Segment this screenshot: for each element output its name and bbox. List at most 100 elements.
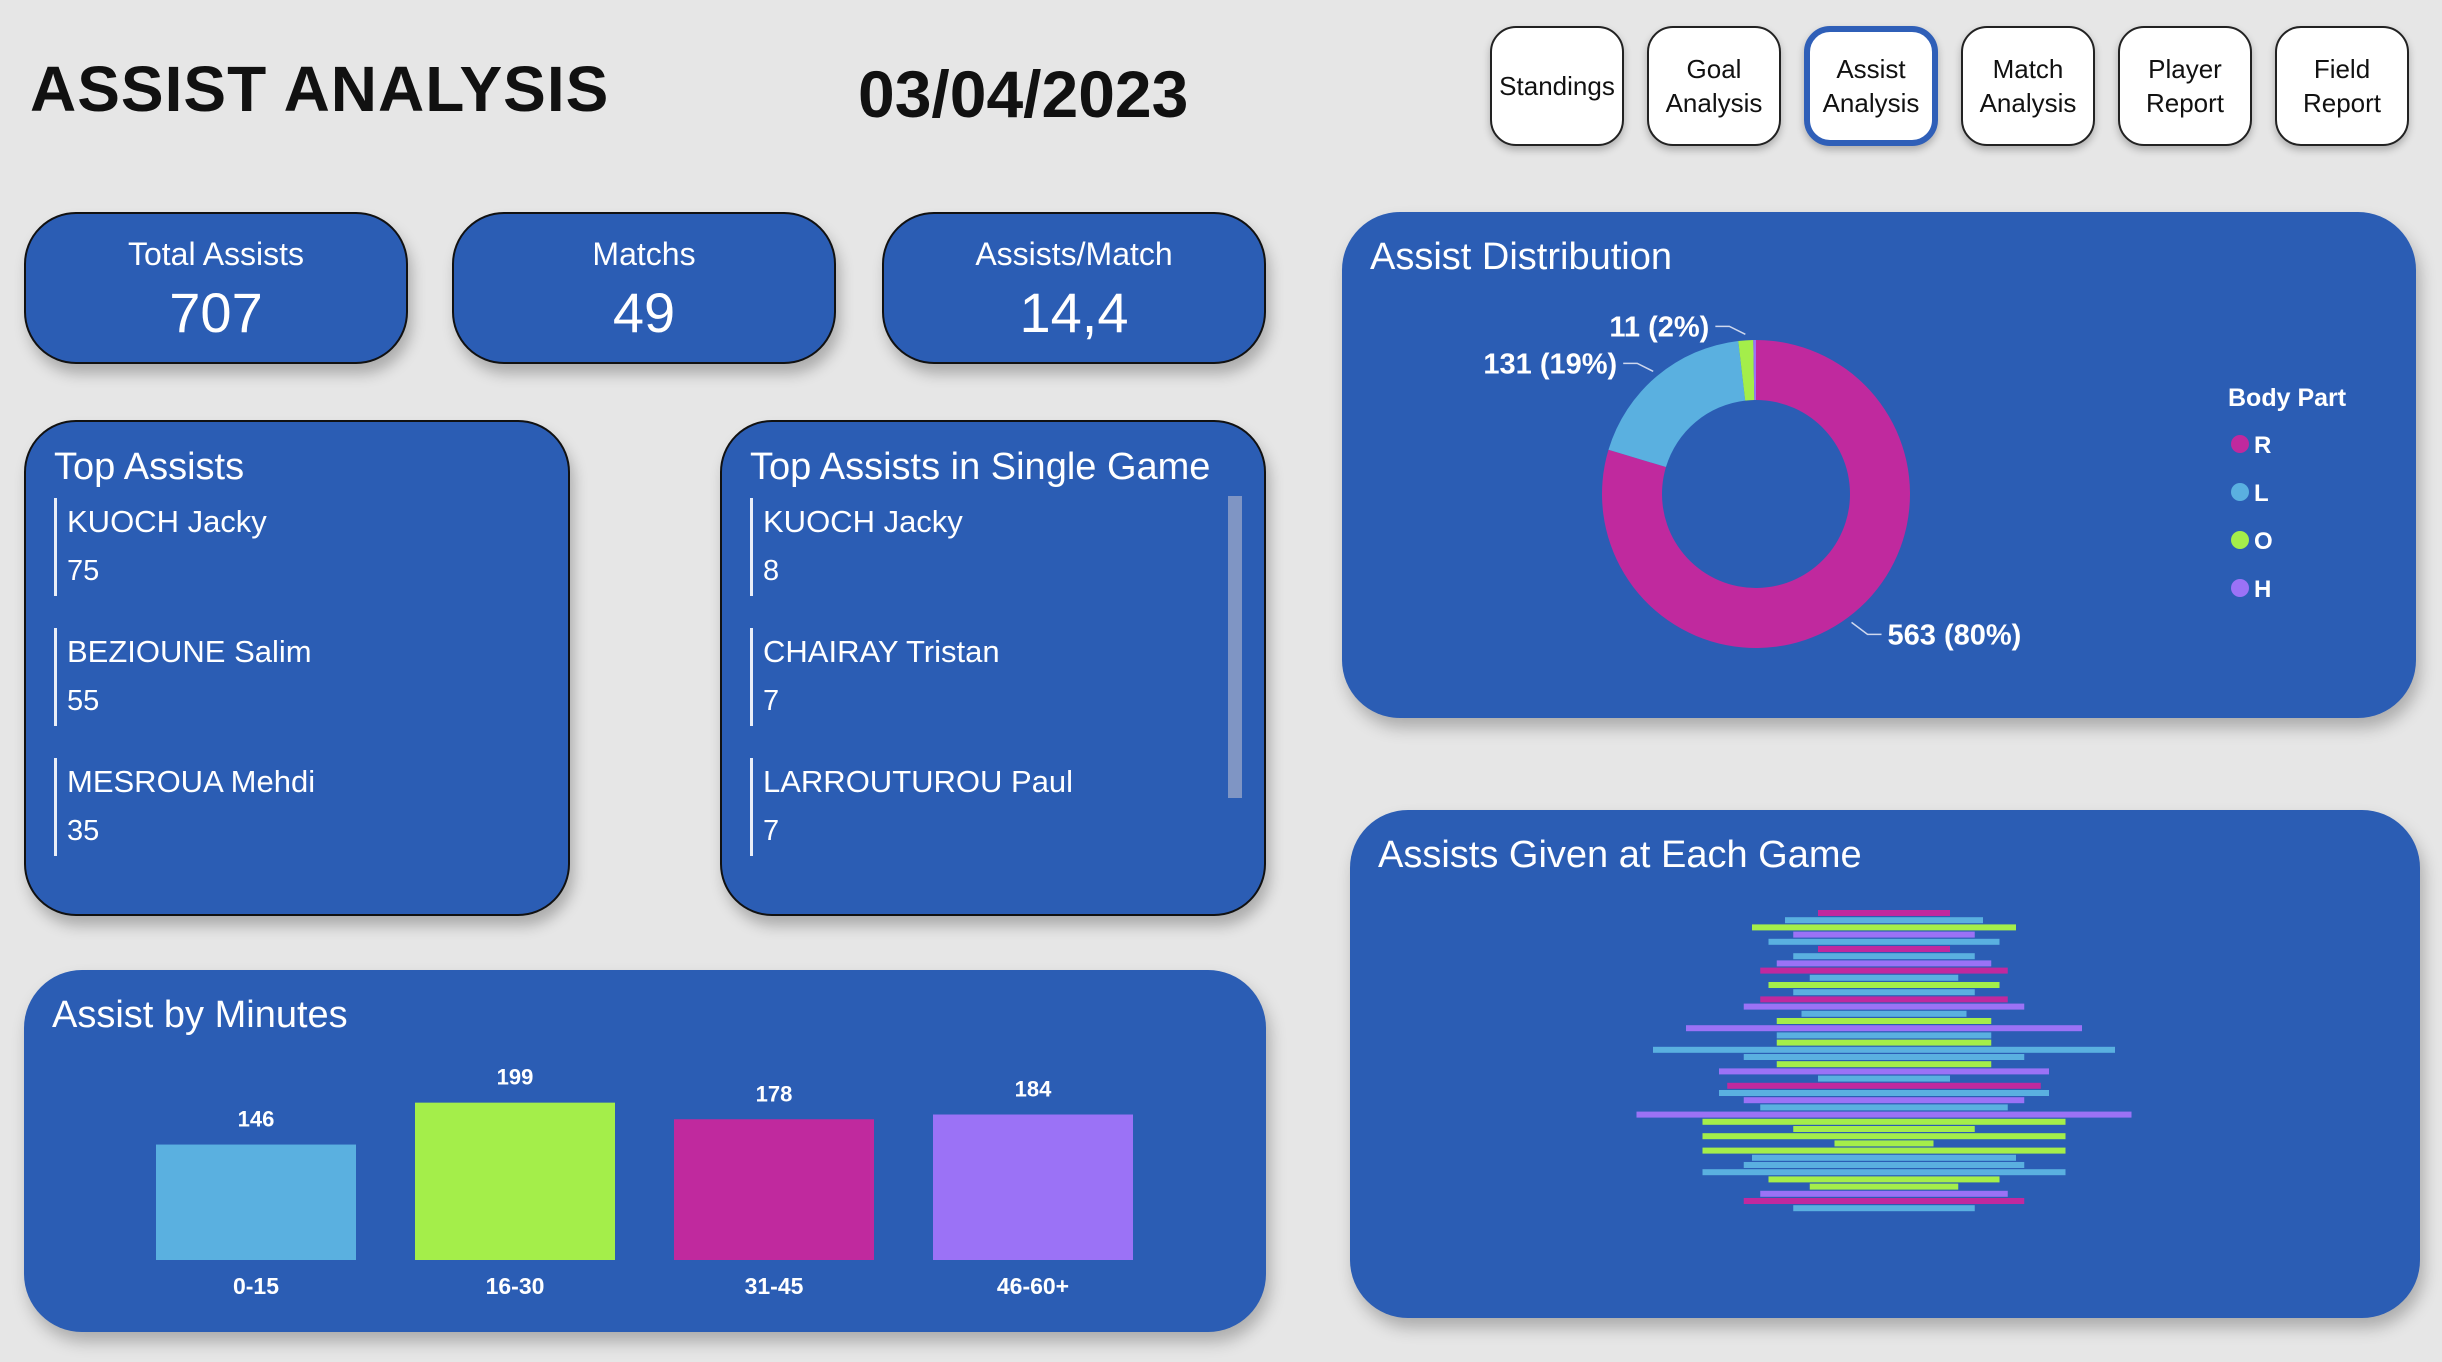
player-name: BEZIOUNE Salim (67, 634, 312, 669)
game-assist-bar (1686, 1025, 2082, 1032)
nav-goal-analysis-button[interactable]: Goal Analysis (1647, 26, 1781, 146)
bar-value-label: 199 (497, 1065, 534, 1090)
legend-marker-o (2231, 531, 2249, 549)
player-name: KUOCH Jacky (67, 504, 267, 539)
assist-distribution-panel: Assist Distribution 563 (80%) 131 (19%) 11… (1342, 212, 2416, 718)
game-assist-bar (1776, 1061, 1992, 1068)
game-assist-bar (1818, 946, 1950, 952)
panel-title: Assist Distribution (1370, 236, 1672, 278)
game-assist-bar (1760, 996, 2008, 1003)
slice-data-label: 11 (2%) (1609, 311, 1709, 343)
report-date: 03/04/2023 (858, 57, 1189, 131)
list-item: KUOCH Jacky 75 (54, 498, 267, 596)
player-name: LARROUTUROU Paul (763, 764, 1074, 799)
bar-category-label: 16-30 (486, 1273, 545, 1299)
nav-match-analysis-button[interactable]: Match Analysis (1961, 26, 2095, 146)
page-title: ASSIST ANALYSIS (30, 53, 610, 125)
game-assist-bar (1760, 967, 2008, 974)
donut-slice-h (1753, 340, 1756, 401)
game-assist-bar (1719, 1090, 2049, 1096)
game-assist-bar (1743, 1097, 2025, 1104)
kpi-value: 707 (169, 281, 263, 344)
game-assist-bar (1768, 1176, 2000, 1183)
list-item: LARROUTUROU Paul 7 (750, 758, 1073, 856)
kpi-label: Matchs (592, 236, 696, 272)
game-assist-bar (1834, 1140, 1934, 1147)
player-name: MESROUA Mehdi (67, 764, 316, 799)
panel-title: Top Assists in Single Game (750, 446, 1211, 488)
assists-per-game-chart (1636, 910, 2132, 1212)
legend-item-label: R (2254, 432, 2271, 459)
nav-assist-analysis-button[interactable]: Assist Analysis (1804, 26, 1938, 146)
game-assist-bar (1785, 917, 1983, 924)
game-assist-bar (1760, 1104, 2008, 1111)
kpi-value: 14,4 (1019, 281, 1129, 344)
game-assist-bar (1793, 1205, 1975, 1212)
game-assist-bar (1702, 1118, 2066, 1125)
game-assist-bar (1702, 1169, 2066, 1176)
top-single-game-panel: Top Assists in Single Game KUOCH Jacky 8… (720, 420, 1266, 916)
game-assist-bar (1776, 1018, 1992, 1024)
game-assist-bar (1801, 1010, 1967, 1017)
legend-marker-h (2231, 579, 2249, 597)
donut-slice-r (1602, 340, 1910, 648)
bar-category-label: 46-60+ (997, 1273, 1069, 1299)
assist-count: 7 (763, 815, 780, 847)
player-name: KUOCH Jacky (763, 504, 963, 539)
legend-item-label: L (2254, 480, 2269, 507)
game-assist-bar (1702, 1133, 2066, 1140)
game-assist-bar (1719, 1068, 2049, 1075)
game-assist-bar (1793, 953, 1975, 960)
donut-slice-o (1738, 340, 1755, 401)
label-leader-line (1851, 621, 1882, 636)
bar-value-label: 146 (238, 1107, 275, 1132)
game-assist-bar (1809, 1183, 1959, 1190)
game-assist-bar (1793, 989, 1975, 996)
kpi-value: 49 (612, 281, 676, 344)
kpi-label: Total Assists (127, 236, 305, 272)
game-assist-bar (1760, 1190, 2008, 1197)
list-item: BEZIOUNE Salim 55 (54, 628, 312, 726)
label-leader-line (1623, 362, 1654, 373)
bar-category-label: 0-15 (233, 1273, 279, 1299)
assist-count: 35 (67, 815, 100, 847)
scrollbar[interactable] (1228, 496, 1242, 798)
game-assist-bar (1743, 1003, 2025, 1010)
game-assist-bar (1653, 1046, 2115, 1053)
minutes-bar (156, 1144, 356, 1260)
bar-value-label: 178 (756, 1081, 793, 1106)
legend-title: Body Part (2228, 384, 2347, 412)
donut-slice-l (1608, 341, 1746, 468)
nav-standings-button[interactable]: Standings (1490, 26, 1624, 146)
game-assist-bar (1743, 1054, 2025, 1060)
assist-by-minutes-panel: Assist by Minutes 146 0-15 199 16-30 178 31-4… (24, 970, 1266, 1332)
game-assist-bar (1776, 1039, 1992, 1046)
slice-data-label: 131 (19%) (1483, 348, 1617, 380)
slice-data-label: 563 (80%) (1888, 619, 2022, 651)
panel-title: Assists Given at Each Game (1378, 834, 1862, 876)
nav-player-report-button[interactable]: Player Report (2118, 26, 2252, 146)
bar-value-label: 184 (1015, 1077, 1052, 1102)
assist-count: 75 (67, 555, 100, 587)
kpi-label: Assists/Match (975, 236, 1173, 272)
minutes-bar (415, 1102, 615, 1260)
bar-category-label: 31-45 (745, 1273, 804, 1299)
legend-marker-r (2231, 435, 2249, 453)
assists-each-game-panel: Assists Given at Each Game (1350, 810, 2420, 1318)
game-assist-bar (1793, 1126, 1975, 1132)
game-assist-bar (1752, 924, 2016, 931)
game-assist-bar (1752, 1154, 2016, 1161)
top-assists-panel: Top Assists KUOCH Jacky 75 BEZIOUNE Sali… (24, 420, 570, 916)
minutes-bar (933, 1114, 1133, 1260)
label-leader-line (1715, 325, 1746, 336)
kpi-matchs: Matchs 49 (452, 212, 836, 364)
panel-title: Assist by Minutes (52, 994, 348, 1036)
panel-title: Top Assists (54, 446, 245, 488)
kpi-assists-per-match: Assists/Match 14,4 (882, 212, 1266, 364)
game-assist-bar (1702, 1147, 2066, 1154)
list-item: KUOCH Jacky 8 (750, 498, 963, 596)
assist-count: 7 (763, 685, 780, 717)
legend-marker-l (2231, 483, 2249, 501)
nav-field-report-button[interactable]: Field Report (2275, 26, 2409, 146)
